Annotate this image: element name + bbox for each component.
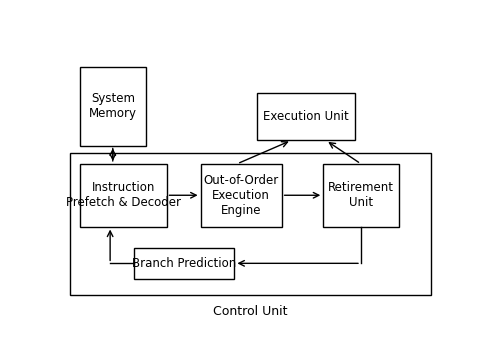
Text: Control Unit: Control Unit xyxy=(213,305,288,318)
Text: Retirement
Unit: Retirement Unit xyxy=(328,181,394,209)
Bar xyxy=(80,164,167,227)
Bar xyxy=(80,67,146,146)
Bar xyxy=(257,93,356,140)
Bar xyxy=(323,164,399,227)
Bar xyxy=(134,248,235,279)
Text: System
Memory: System Memory xyxy=(89,92,137,120)
Text: Execution Unit: Execution Unit xyxy=(263,110,349,123)
Text: Out-of-Order
Execution
Engine: Out-of-Order Execution Engine xyxy=(204,174,279,217)
Text: Branch Prediction: Branch Prediction xyxy=(132,257,237,270)
Bar xyxy=(201,164,281,227)
Bar xyxy=(70,153,431,295)
Text: Instruction
Prefetch & Decoder: Instruction Prefetch & Decoder xyxy=(66,181,181,209)
